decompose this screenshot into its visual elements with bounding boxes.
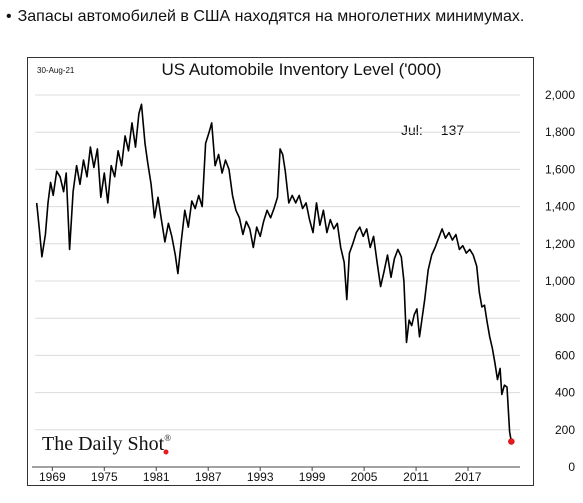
x-tick-label-2: 1981 <box>143 470 170 484</box>
date-stamp: 30-Aug-21 <box>37 66 75 75</box>
latest-point <box>508 438 515 445</box>
x-tick-label-3: 1987 <box>195 470 222 484</box>
x-tick-label-1: 1975 <box>91 470 118 484</box>
x-tick-label-6: 2005 <box>351 470 378 484</box>
y-tick-label-8: 1,600 <box>545 162 575 176</box>
brand-mark: ® <box>164 433 172 443</box>
y-tick-label-10: 2,000 <box>545 88 575 102</box>
x-tick-label-0: 1969 <box>39 470 66 484</box>
bullet-icon: • <box>6 8 12 25</box>
brand-dot <box>163 449 169 455</box>
y-tick-label-0: 0 <box>568 460 575 474</box>
annotation-value: 137 <box>440 122 465 138</box>
x-tick-label-4: 1993 <box>247 470 274 484</box>
y-tick-label-2: 400 <box>555 386 575 400</box>
y-tick-label-3: 600 <box>555 348 575 362</box>
annotation-label: Jul: <box>401 122 423 138</box>
caption-text: Запасы автомобилей в США находятся на мн… <box>17 8 525 25</box>
inventory-line <box>35 103 513 442</box>
latest-value-annotation: Jul: 137 <box>401 122 464 138</box>
x-tick-label-8: 2017 <box>455 470 482 484</box>
y-tick-label-9: 1,800 <box>545 125 575 139</box>
y-tick-label-6: 1,200 <box>545 237 575 251</box>
y-tick-label-5: 1,000 <box>545 274 575 288</box>
y-tick-label-4: 800 <box>555 311 575 325</box>
y-tick-label-7: 1,400 <box>545 200 575 214</box>
brand-text: The Daily Shot <box>42 433 165 455</box>
y-tick-label-1: 200 <box>555 423 575 437</box>
chart-title: US Automobile Inventory Level ('000) <box>161 60 442 79</box>
chart-frame <box>27 57 534 486</box>
brand-logo: The Daily Shot® <box>42 433 171 456</box>
caption: • Запасы автомобилей в США находятся на м… <box>6 8 524 26</box>
x-tick-label-7: 2011 <box>403 470 429 484</box>
x-tick-label-5: 1999 <box>299 470 326 484</box>
